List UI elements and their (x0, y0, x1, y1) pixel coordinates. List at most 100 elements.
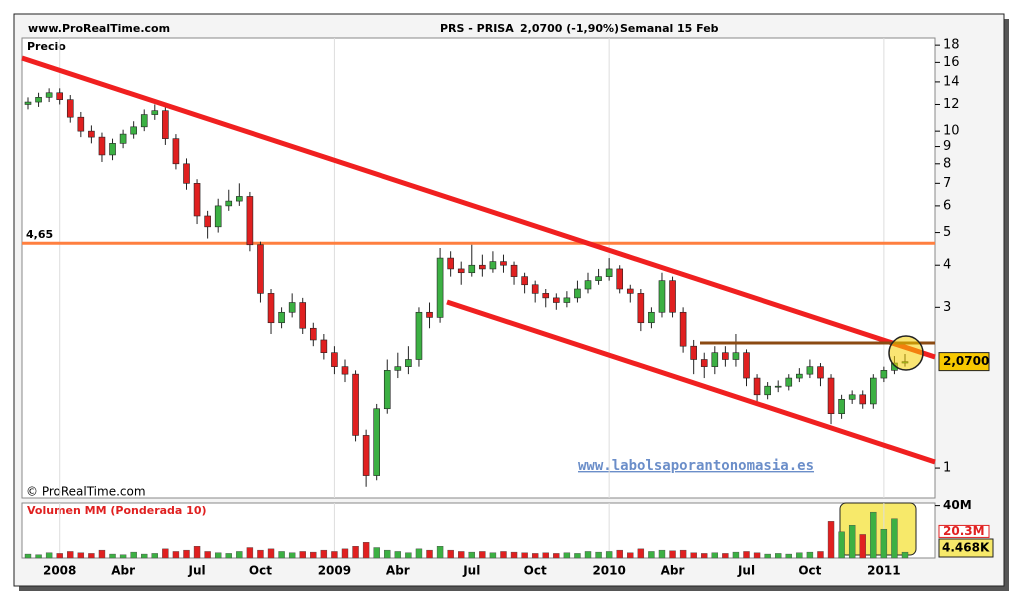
x-tick-label: Abr (111, 564, 135, 578)
highlight-circle (888, 335, 924, 371)
candle-body (362, 435, 370, 476)
volume-bar (310, 551, 317, 559)
candle-body (162, 110, 169, 139)
candle-body (140, 114, 148, 128)
candle-body (637, 293, 645, 324)
candle-body (595, 276, 602, 281)
candle-body (193, 183, 201, 217)
candle-body (489, 261, 497, 270)
volume-bar (817, 551, 824, 559)
volume-panel (21, 502, 936, 559)
volume-bar (510, 551, 518, 559)
y-tick-label: 7 (943, 176, 951, 191)
volume-bar (775, 553, 782, 559)
x-tick-label: 2011 (867, 564, 900, 578)
volume-bar (415, 548, 423, 559)
y-tick-label: 4 (943, 258, 951, 273)
candle-body (616, 268, 624, 290)
volume-bar (172, 551, 180, 559)
volume-bar (870, 511, 877, 559)
x-tick-label: Jul (737, 564, 755, 578)
last-price-box (938, 352, 990, 372)
volume-bar (67, 551, 74, 559)
volume-bar (341, 548, 349, 559)
candle-body (774, 385, 782, 388)
volume-bar (521, 552, 528, 559)
candle-body (658, 280, 666, 313)
volume-bar (56, 553, 63, 559)
candle-body (563, 297, 571, 303)
volume-bar (24, 553, 32, 559)
volume-bar (458, 551, 465, 559)
volume-bar (574, 553, 581, 559)
candle-body (352, 373, 359, 436)
volume-bar (35, 554, 42, 559)
volume-bar (627, 552, 634, 559)
volume-bar (616, 549, 623, 559)
candle-body (320, 339, 328, 353)
volume-bar (45, 552, 53, 559)
candle-body (880, 370, 888, 379)
x-tick-label: Abr (661, 564, 685, 578)
volume-bar (764, 553, 771, 559)
y-tick-label: 5 (943, 225, 951, 240)
candle-body (838, 398, 845, 414)
candle-body (479, 264, 486, 270)
candle-body (690, 345, 697, 360)
candle-body (521, 276, 528, 286)
candle-body (827, 377, 835, 414)
volume-bar (658, 549, 666, 559)
trend-line (446, 299, 936, 465)
volume-bar (141, 553, 148, 559)
candle-body (510, 264, 518, 277)
volume-bar (711, 552, 719, 559)
candle-body (859, 394, 867, 405)
volume-bar (267, 548, 275, 559)
candle-body (88, 130, 95, 138)
candle-body (246, 196, 254, 246)
volume-average-label: 20.3M (943, 524, 985, 538)
candle-body (172, 138, 180, 165)
y-tick-label: 10 (943, 124, 960, 139)
candle-body (722, 352, 729, 360)
volume-bar (796, 552, 803, 559)
volume-bar (743, 551, 750, 559)
x-tick-label: Abr (386, 564, 410, 578)
volume-bar (785, 553, 792, 559)
y-tick-label: 14 (943, 74, 960, 89)
volume-bar (362, 542, 370, 559)
volume-bar (236, 551, 243, 559)
copyright: © ProRealTime.com (26, 485, 146, 499)
volume-last-label: 4.468K (942, 541, 990, 555)
candle-body (870, 377, 877, 405)
candle-body (743, 352, 750, 379)
volume-bar (183, 549, 190, 559)
volume-bar (331, 551, 338, 559)
candle-body (711, 352, 719, 367)
candle-body (373, 408, 380, 476)
volume-bar (563, 552, 571, 559)
volume-bar (373, 547, 380, 559)
candle-body (806, 366, 814, 375)
volume-bar (119, 554, 127, 559)
volume-bar (204, 551, 211, 559)
candle-body (331, 352, 338, 367)
candle-body (605, 268, 613, 277)
trend-line (21, 55, 936, 360)
candle-body (341, 366, 349, 375)
x-tick-label: Oct (249, 564, 272, 578)
candle-body (848, 394, 856, 400)
volume-bar (806, 551, 814, 559)
candle-body (151, 110, 159, 115)
volume-bar (669, 550, 676, 559)
candle-body (394, 366, 402, 371)
volume-bar (489, 552, 497, 559)
candle-body (700, 359, 708, 367)
candle-body (257, 244, 264, 294)
volume-bar (214, 552, 222, 559)
candle-body (447, 257, 454, 270)
volume-bar (299, 551, 306, 559)
volume-bar (352, 546, 359, 559)
candle-body (66, 99, 74, 118)
candle-body (542, 293, 550, 299)
